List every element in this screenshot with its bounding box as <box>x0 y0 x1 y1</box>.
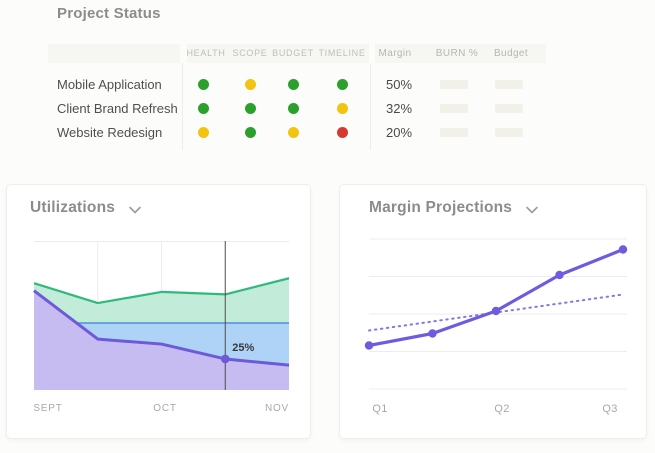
placeholder-bar <box>440 127 468 137</box>
table-header-segment <box>375 44 546 63</box>
table-divider <box>182 63 183 150</box>
status-dot-scope <box>244 126 256 138</box>
column-header-health: HEALTH <box>186 48 226 58</box>
status-dot-timeline <box>336 78 348 90</box>
column-header-budget2: Budget <box>493 48 529 59</box>
project-row-label: Website Redesign <box>57 125 163 140</box>
utilizations-chart: 25% <box>33 241 290 390</box>
status-dot-health <box>197 78 209 90</box>
column-header-burn: BURN % <box>435 48 479 59</box>
chevron-down-icon <box>526 206 538 214</box>
x-axis-label: OCT <box>153 403 177 414</box>
placeholder-bar <box>440 79 468 89</box>
margin-projections-dropdown[interactable]: Margin Projections <box>369 199 538 217</box>
margin-projections-chart <box>364 238 628 390</box>
card-title: Utilizations <box>30 199 116 216</box>
margin-value: 32% <box>386 101 413 116</box>
column-header-timeline: TIMELINE <box>318 48 366 58</box>
x-axis-label: Q1 <box>372 403 388 415</box>
column-header-margin: Margin <box>378 48 412 59</box>
status-dot-timeline <box>336 126 348 138</box>
placeholder-bar <box>495 103 523 113</box>
status-dot-budget <box>287 102 299 114</box>
status-dot-budget <box>287 78 299 90</box>
status-dot-health <box>197 102 209 114</box>
status-dot-scope <box>244 102 256 114</box>
status-dot-health <box>197 126 209 138</box>
x-axis-label: Q3 <box>602 403 618 415</box>
x-axis-label: SEPT <box>33 403 63 414</box>
placeholder-bar <box>440 103 468 113</box>
table-header-segment <box>48 44 180 63</box>
margin-value: 20% <box>386 125 413 140</box>
placeholder-bar <box>495 79 523 89</box>
margin-projections-card: Margin Projections Q1 Q2 Q3 <box>339 184 647 439</box>
utilizations-dropdown[interactable]: Utilizations <box>30 199 141 217</box>
card-title: Margin Projections <box>369 199 513 216</box>
svg-text:25%: 25% <box>232 342 254 354</box>
x-axis-label: NOV <box>264 403 290 414</box>
table-header-segment <box>187 44 369 63</box>
column-header-scope: SCOPE <box>232 48 268 58</box>
project-row-label: Mobile Application <box>57 77 162 92</box>
margin-value: 50% <box>386 77 413 92</box>
placeholder-bar <box>495 127 523 137</box>
utilizations-card: Utilizations 25% SEPT OCT NOV <box>6 184 311 439</box>
chevron-down-icon <box>129 206 141 214</box>
page-title: Project Status <box>57 5 161 22</box>
column-header-budget: BUDGET <box>272 48 314 58</box>
table-divider <box>370 63 371 150</box>
x-axis-label: Q2 <box>494 403 510 415</box>
status-dot-timeline <box>336 102 348 114</box>
status-dot-budget <box>287 126 299 138</box>
status-dot-scope <box>244 78 256 90</box>
project-row-label: Client Brand Refresh <box>57 101 178 116</box>
